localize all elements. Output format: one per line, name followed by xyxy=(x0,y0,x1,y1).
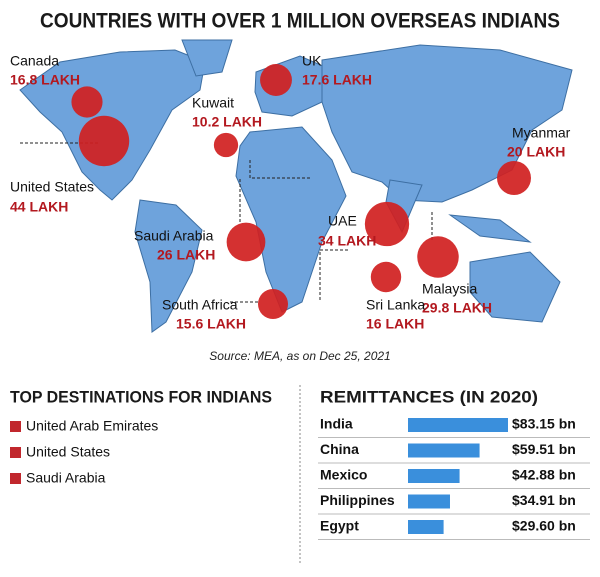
category: India xyxy=(320,416,353,432)
destinations-title: TOP DESTINATIONS FOR INDIANS xyxy=(10,387,272,406)
bubble xyxy=(417,236,459,278)
bubble xyxy=(213,132,239,158)
country-name: South Africa xyxy=(162,297,238,313)
bar xyxy=(408,520,444,534)
value-label: 20 LAKH xyxy=(507,144,565,160)
value-label: $59.51 bn xyxy=(512,441,576,457)
source: Source: MEA, as on Dec 25, 2021 xyxy=(209,349,390,363)
bubble xyxy=(78,115,130,167)
country-name: Myanmar xyxy=(512,125,571,141)
value-label: 15.6 LAKH xyxy=(176,316,246,332)
country-name: Sri Lanka xyxy=(366,297,425,313)
country-name: UAE xyxy=(328,213,357,229)
bar xyxy=(408,418,508,432)
bar xyxy=(408,443,480,458)
bubble xyxy=(257,288,289,320)
value-label: 29.8 LAKH xyxy=(422,300,492,316)
bubble xyxy=(370,261,402,293)
category: Philippines xyxy=(320,492,395,508)
world-map xyxy=(19,39,573,333)
bubble xyxy=(71,86,103,118)
legend-square xyxy=(10,421,21,432)
value-label: 44 LAKH xyxy=(10,199,68,215)
value-label: $29.60 bn xyxy=(512,518,576,534)
destination: United States xyxy=(26,444,110,460)
legend-square xyxy=(10,473,21,484)
country-name: Canada xyxy=(10,53,59,69)
value-label: $34.91 bn xyxy=(512,492,576,508)
bar xyxy=(408,469,460,483)
value-label: 10.2 LAKH xyxy=(192,114,262,130)
destination: United Arab Emirates xyxy=(26,418,158,434)
value-label: 16 LAKH xyxy=(366,316,424,332)
destination: Saudi Arabia xyxy=(26,470,106,486)
title: COUNTRIES WITH OVER 1 MILLION OVERSEAS I… xyxy=(40,10,560,33)
bubble xyxy=(497,161,531,195)
bubble xyxy=(364,201,410,247)
category: Mexico xyxy=(320,467,367,483)
category: Egypt xyxy=(320,518,359,534)
country-name: Saudi Arabia xyxy=(134,228,214,244)
country-name: UK xyxy=(302,53,322,69)
value-label: 16.8 LAKH xyxy=(10,72,80,88)
value-label: 17.6 LAKH xyxy=(302,72,372,88)
bubble xyxy=(260,64,292,96)
legend-square xyxy=(10,447,21,458)
bar xyxy=(408,494,450,509)
country-name: Malaysia xyxy=(422,281,477,297)
value-label: $83.15 bn xyxy=(512,416,576,432)
country-name: United States xyxy=(10,179,94,195)
chart-title: REMITTANCES (IN 2020) xyxy=(320,387,538,406)
value-label: 26 LAKH xyxy=(157,247,215,263)
country-name: Kuwait xyxy=(192,95,234,111)
value-label: $42.88 bn xyxy=(512,467,576,483)
bubble xyxy=(226,222,266,262)
value-label: 34 LAKH xyxy=(318,233,376,249)
category: China xyxy=(320,441,359,457)
